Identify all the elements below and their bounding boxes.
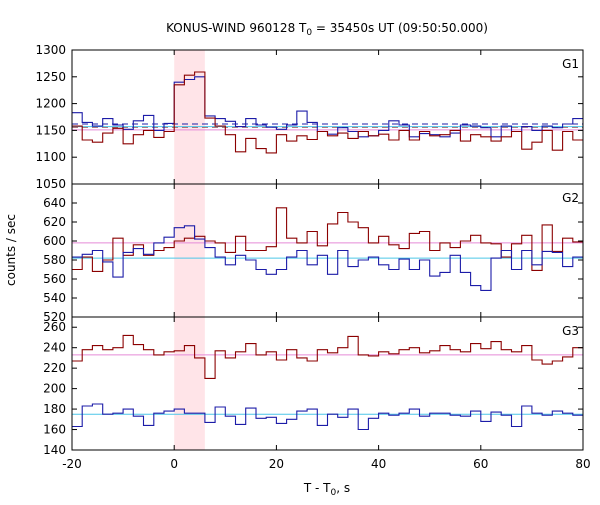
x-tick-label: 80	[575, 457, 590, 471]
y-tick-label: 1100	[35, 150, 66, 164]
y-tick-label: 540	[43, 291, 66, 305]
y-tick-label: 140	[43, 443, 66, 457]
y-tick-label: 640	[43, 196, 66, 210]
y-tick-label: 1200	[35, 97, 66, 111]
y-tick-label: 220	[43, 361, 66, 375]
y-tick-label: 560	[43, 272, 66, 286]
y-tick-label: 620	[43, 215, 66, 229]
x-axis-label: T - T0, s	[303, 481, 350, 498]
chart-title: KONUS-WIND 960128 T0 = 35450s UT (09:50:…	[166, 21, 488, 38]
y-axis-label: counts / sec	[4, 214, 18, 286]
panel-g3: 140 160 180 200 220 240 260 G3	[43, 316, 584, 457]
x-tick-label: 0	[170, 457, 178, 471]
x-tick-label: -20	[62, 457, 82, 471]
panel-frame	[71, 49, 584, 185]
series-line-dark-red	[72, 334, 583, 379]
panel-frame	[71, 316, 584, 451]
y-tick-label: 1150	[35, 123, 66, 137]
series-line-dark-red	[72, 207, 583, 272]
x-tick-label: 40	[371, 457, 386, 471]
panel-g2: 520 540 560 580 600 620 640 G2	[43, 183, 584, 324]
y-tick-label: 1250	[35, 70, 66, 84]
y-tick-label: 600	[43, 234, 66, 248]
panel-label-g2: G2	[562, 191, 579, 205]
y-tick-label: 260	[43, 320, 66, 334]
series-line-blue	[72, 76, 583, 138]
y-tick-label: 240	[43, 341, 66, 355]
panel-label-g3: G3	[562, 324, 579, 338]
x-tick-label: 60	[473, 457, 488, 471]
y-tick-label: 160	[43, 423, 66, 437]
y-tick-label: 520	[43, 310, 66, 324]
burst-interval-shade	[174, 50, 205, 450]
y-tick-label: 1050	[35, 177, 66, 191]
x-tick-label: 20	[269, 457, 284, 471]
y-tick-label: 580	[43, 253, 66, 267]
series-line-blue	[72, 403, 583, 431]
y-tick-label: 1300	[35, 43, 66, 57]
y-tick-label: 180	[43, 402, 66, 416]
series-line-blue	[72, 225, 583, 291]
y-tick-label: 200	[43, 382, 66, 396]
panel-label-g1: G1	[562, 57, 579, 71]
series-line-dark-red	[72, 71, 583, 154]
panel-g1: 1050 1100 1150 1200 1250 1300 G1	[35, 43, 584, 191]
